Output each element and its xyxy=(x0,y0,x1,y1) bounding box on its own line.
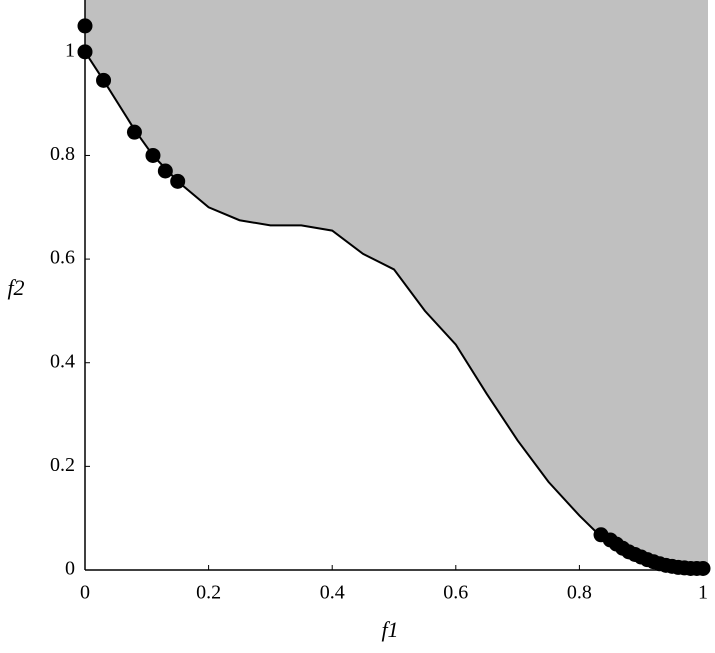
x-tick-label: 1 xyxy=(698,582,708,604)
y-tick-label: 0.6 xyxy=(50,247,75,269)
y-tick-label: 0.2 xyxy=(50,454,75,476)
y-tick-label: 0.4 xyxy=(50,350,75,372)
point xyxy=(77,18,93,34)
dominated-region xyxy=(85,0,708,569)
x-tick-label: 0.2 xyxy=(196,582,221,604)
x-tick-label: 0.8 xyxy=(567,582,592,604)
y-tick-label: 0.8 xyxy=(50,143,75,165)
point xyxy=(145,147,161,163)
x-tick-label: 0.4 xyxy=(320,582,345,604)
point xyxy=(77,44,93,60)
y-tick-label: 0 xyxy=(65,558,75,580)
y-tick-label: 1 xyxy=(65,39,75,61)
point xyxy=(170,173,186,189)
x-tick-label: 0.6 xyxy=(443,582,468,604)
x-axis-title: f1 xyxy=(381,617,398,642)
point xyxy=(695,560,711,576)
x-tick-label: 0 xyxy=(80,582,90,604)
point xyxy=(126,124,142,140)
point xyxy=(96,72,112,88)
point xyxy=(157,163,173,179)
y-axis-title: f2 xyxy=(7,275,24,300)
